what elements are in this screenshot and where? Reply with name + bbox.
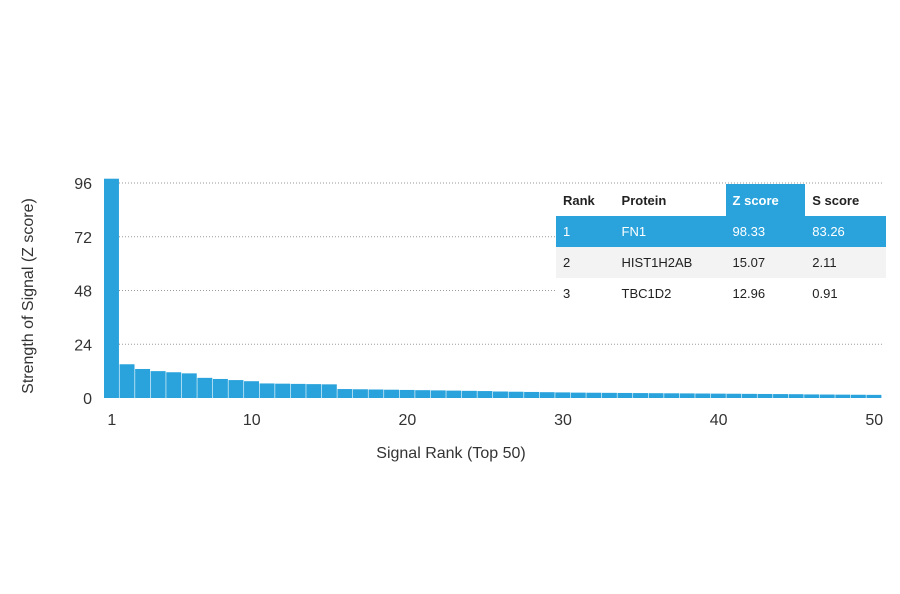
bar [415,390,431,398]
cell-s-score: 2.11 [805,247,886,278]
cell-z-score: 15.07 [725,247,806,278]
bar [181,373,197,398]
bar [290,383,306,398]
header-z-score: Z score [725,184,806,216]
x-tick-label: 40 [710,412,728,429]
y-axis-ticks: 0 24 48 72 96 [74,176,92,408]
table-header-row: Rank Protein Z score S score [556,184,886,216]
rank-table: Rank Protein Z score S score 1 FN1 98.33… [556,184,886,309]
bar [337,389,353,398]
bar [850,394,866,398]
bar [601,392,617,398]
cell-protein: FN1 [614,216,726,247]
bar [228,380,244,398]
y-axis-title: Strength of Signal (Z score) [20,198,37,394]
bar [508,391,524,398]
header-s-score: S score [812,192,860,208]
bar [275,383,291,398]
x-axis-title: Signal Rank (Top 50) [376,445,525,462]
bar [150,371,166,398]
bar [197,377,213,398]
x-tick-label: 20 [399,412,417,429]
cell-rank: 1 [556,216,615,247]
bar [586,392,602,398]
bar [321,384,337,398]
bar [493,391,508,398]
cell-z-score: 12.96 [732,286,766,301]
y-tick-label: 72 [74,230,92,247]
x-axis-ticks: 1 10 20 30 40 50 [107,412,883,429]
cell-protein: HIST1H2AB [614,247,726,278]
bar [399,389,415,398]
bar [166,372,182,398]
bar [757,393,773,398]
x-tick-label: 1 [107,412,116,429]
bar [819,394,835,398]
bar [617,392,633,398]
bar [306,384,322,398]
y-tick-label: 48 [74,284,92,301]
bar [788,394,804,398]
bar [866,394,882,398]
cell-s-score: 83.26 [805,216,886,247]
bar [695,393,711,398]
header-rank: Rank [563,192,595,208]
y-tick-label: 0 [83,391,92,408]
bar [741,393,757,398]
bar [664,393,680,398]
bar [244,381,259,398]
bar [352,389,368,398]
bar [804,394,820,398]
x-tick-label: 10 [243,412,261,429]
bar [633,393,648,398]
bar [555,392,571,398]
cell-s-score: 0.91 [812,286,838,301]
cell-rank: 3 [563,286,571,301]
x-tick-label: 50 [865,412,883,429]
bar [368,389,384,398]
bar [524,391,540,398]
bar [135,368,151,398]
bar [259,383,275,398]
bar [104,178,119,398]
bar [384,389,400,398]
bar [835,394,851,398]
bar [446,390,462,398]
bar [212,378,228,398]
y-tick-label: 24 [74,337,92,354]
bar [773,394,789,398]
bar [648,393,664,398]
cell-z-score: 98.33 [725,216,806,247]
bar [726,393,742,398]
cell-protein: TBC1D2 [621,286,672,301]
bar-group [104,178,882,398]
header-protein: Protein [621,192,667,208]
bar [461,390,477,398]
table-row: 1 FN1 98.33 83.26 [556,216,886,247]
table-row: 3 TBC1D2 12.96 0.91 [556,278,886,309]
bar [710,393,726,398]
bar [477,391,493,398]
bar [119,364,135,398]
bar [679,393,695,398]
y-tick-label: 96 [74,176,92,193]
x-tick-label: 30 [554,412,572,429]
cell-rank: 2 [556,247,615,278]
bar [570,392,586,398]
bar [539,392,555,398]
table-row: 2 HIST1H2AB 15.07 2.11 [556,247,886,278]
bar [430,390,446,398]
